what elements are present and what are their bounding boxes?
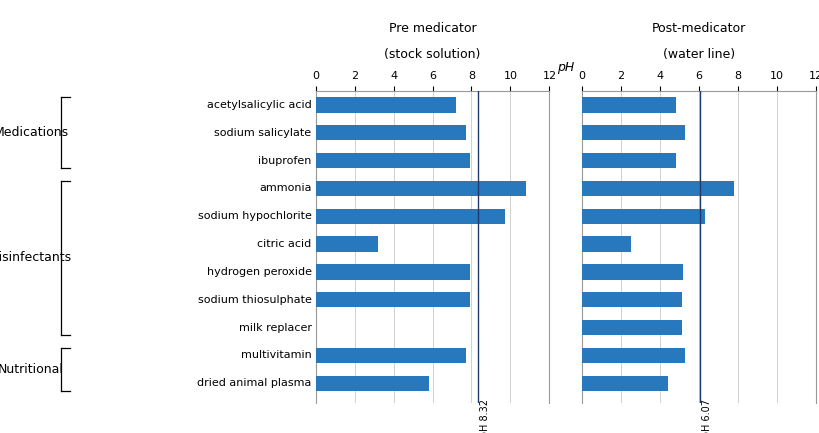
- Bar: [581, 97, 675, 113]
- Bar: [315, 264, 469, 280]
- Text: dried animal plasma: dried animal plasma: [197, 378, 311, 388]
- Bar: [315, 209, 504, 224]
- Text: sodium hypochlorite: sodium hypochlorite: [197, 211, 311, 221]
- Bar: [581, 181, 733, 196]
- Text: Post-medicator: Post-medicator: [651, 22, 745, 35]
- Text: ibuprofen: ibuprofen: [258, 155, 311, 165]
- Bar: [315, 236, 378, 252]
- Text: citric acid: citric acid: [257, 239, 311, 249]
- Bar: [315, 181, 526, 196]
- Bar: [581, 264, 682, 280]
- Bar: [581, 320, 681, 335]
- Text: milk replacer: milk replacer: [238, 323, 311, 333]
- Bar: [581, 348, 685, 363]
- Text: Florfenicol pH 8.32: Florfenicol pH 8.32: [479, 398, 489, 433]
- Bar: [581, 292, 681, 307]
- Bar: [315, 292, 469, 307]
- Bar: [315, 348, 465, 363]
- Bar: [581, 209, 704, 224]
- Bar: [581, 153, 675, 168]
- Text: acetylsalicylic acid: acetylsalicylic acid: [206, 100, 311, 110]
- Text: (stock solution): (stock solution): [384, 48, 480, 61]
- Text: (water line): (water line): [663, 48, 734, 61]
- Text: Medications: Medications: [0, 126, 69, 139]
- Text: pH: pH: [556, 61, 574, 74]
- Bar: [581, 375, 667, 391]
- Bar: [581, 125, 685, 140]
- Bar: [315, 375, 428, 391]
- Text: multivitamin: multivitamin: [241, 350, 311, 360]
- Bar: [315, 153, 469, 168]
- Bar: [581, 236, 630, 252]
- Text: Nutritional: Nutritional: [0, 363, 64, 376]
- Text: Florfenicol pH 6.07: Florfenicol pH 6.07: [702, 398, 712, 433]
- Text: sodium salicylate: sodium salicylate: [215, 128, 311, 138]
- Bar: [315, 125, 465, 140]
- Text: Pre medicator: Pre medicator: [388, 22, 476, 35]
- Text: sodium thiosulphate: sodium thiosulphate: [197, 295, 311, 305]
- Text: Disinfectants: Disinfectants: [0, 252, 72, 265]
- Text: hydrogen peroxide: hydrogen peroxide: [206, 267, 311, 277]
- Text: ammonia: ammonia: [259, 183, 311, 194]
- Bar: [315, 97, 455, 113]
